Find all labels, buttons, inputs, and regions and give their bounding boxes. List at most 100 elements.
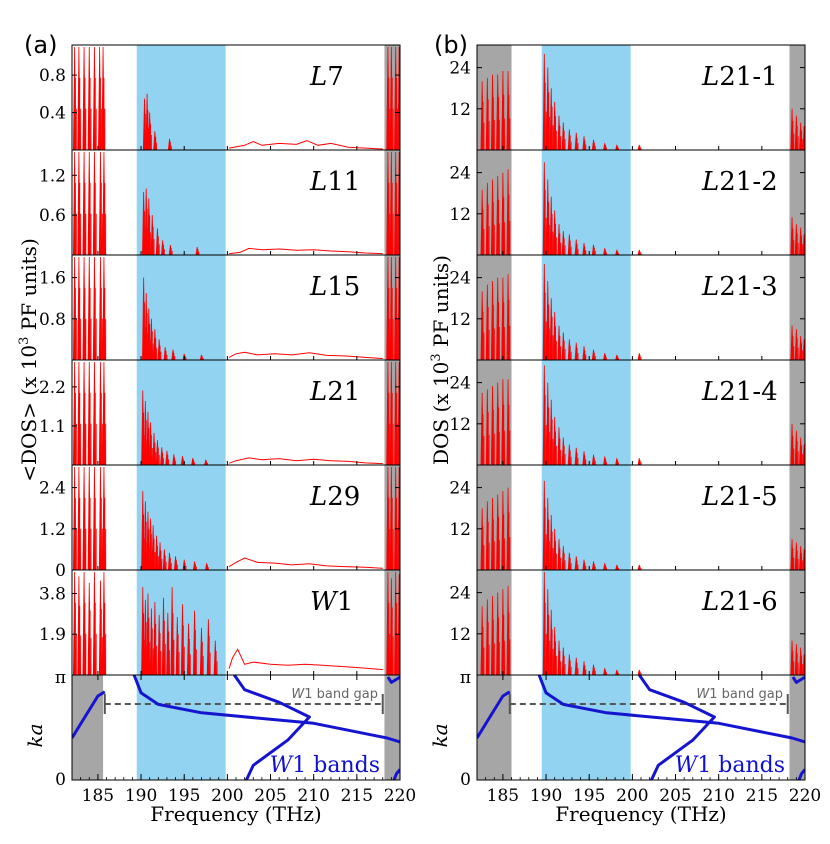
subplot-frame bbox=[71, 359, 401, 466]
band-gap-label: W1 band gap bbox=[291, 687, 378, 702]
y-tick-label: 24 bbox=[449, 164, 471, 184]
subplot-L21: 1.1 2.2 L21 bbox=[39, 359, 401, 466]
subplot-frame bbox=[476, 44, 806, 151]
y-tick-label: 1.6 bbox=[39, 269, 66, 289]
ka-tick-pi: π bbox=[55, 668, 66, 688]
y-tick-label: 2.2 bbox=[39, 378, 66, 398]
subplot-name: L21-1 bbox=[701, 62, 778, 92]
y-tick-label: 24 bbox=[449, 269, 471, 289]
y-tick-label: 24 bbox=[449, 584, 471, 604]
x-tick-label: 190 bbox=[125, 786, 157, 806]
subplot-name: L7 bbox=[309, 62, 344, 92]
subplot-name: L29 bbox=[309, 482, 360, 512]
x-tick-label: 185 bbox=[82, 786, 114, 806]
x-tick-label: 210 bbox=[702, 786, 734, 806]
x-axis-title: Frequency (THz) bbox=[555, 802, 726, 826]
subplot-frame bbox=[476, 254, 806, 361]
subplot-frame bbox=[71, 44, 401, 151]
x-tick-label: 185 bbox=[487, 786, 519, 806]
band-panel bbox=[477, 674, 805, 780]
y-tick-label: 0.4 bbox=[39, 104, 66, 124]
w1-band-curve bbox=[132, 674, 400, 744]
subplot-L21-3: 12 24 L21-3 bbox=[449, 254, 806, 361]
subplot-name: L21-5 bbox=[701, 482, 778, 512]
band-gap-label: W1 band gap bbox=[696, 687, 783, 702]
subplot-name: L21 bbox=[309, 377, 360, 407]
ka-axis-label: ka bbox=[23, 723, 47, 747]
ka-tick-zero: 0 bbox=[55, 770, 66, 790]
y-tick-label: 12 bbox=[449, 205, 471, 225]
subplot-name: L11 bbox=[309, 167, 360, 197]
y-axis-title: DOS (x 103 PF units) bbox=[429, 255, 453, 465]
y-tick-label: 0 bbox=[55, 561, 66, 581]
subplot-L21-4: 12 24 L21-4 bbox=[449, 359, 806, 466]
dos-tail-line bbox=[228, 457, 383, 465]
subplot-name: L21-2 bbox=[701, 167, 778, 197]
y-tick-label: 0.8 bbox=[39, 66, 66, 86]
x-tick-label: 190 bbox=[530, 786, 562, 806]
y-tick-label: 1.2 bbox=[39, 520, 66, 540]
w1-bands-label: W1 bands bbox=[270, 753, 380, 778]
y-axis-title: <DOS> (x 103 PF units) bbox=[17, 238, 41, 482]
w1-band-curve bbox=[537, 674, 805, 744]
x-axis-title: Frequency (THz) bbox=[150, 802, 321, 826]
x-tick-label: 215 bbox=[341, 786, 373, 806]
y-tick-label: 12 bbox=[449, 100, 471, 120]
w1-band-curve bbox=[638, 674, 716, 780]
x-tick-label: 200 bbox=[616, 786, 648, 806]
subplot-frame bbox=[476, 464, 806, 571]
panel-b: 12 24 L21-1 12 24 L21-2 12 24 L21-3 12 24 L21-4 12 24… bbox=[428, 44, 821, 826]
y-tick-label: 24 bbox=[449, 374, 471, 394]
subplot-L21-1: 12 24 L21-1 bbox=[449, 44, 806, 151]
dos-tail-line bbox=[228, 648, 383, 671]
x-tick-label: 195 bbox=[168, 786, 200, 806]
y-tick-label: 24 bbox=[449, 59, 471, 79]
background-regions bbox=[477, 45, 805, 780]
dos-tail-line bbox=[228, 557, 383, 569]
x-tick-label: 220 bbox=[789, 786, 821, 806]
y-tick-label: 1.2 bbox=[39, 166, 66, 186]
subplot-L11: 0.6 1.2 L11 bbox=[39, 149, 401, 256]
subplot-name: L21-3 bbox=[701, 272, 778, 302]
y-tick-label: 24 bbox=[449, 479, 471, 499]
w1-band-curve bbox=[477, 690, 511, 739]
subplot-L7: 0.4 0.8 L7 bbox=[39, 44, 401, 151]
subplot-frame bbox=[71, 254, 401, 361]
y-tick-label: 1.1 bbox=[39, 417, 66, 437]
subplot-name: L21-6 bbox=[701, 587, 778, 617]
w1-band-curve bbox=[72, 690, 106, 739]
background-regions bbox=[72, 45, 400, 780]
w1-band-curve bbox=[797, 768, 805, 780]
panel-a-letter: (a) bbox=[24, 31, 57, 59]
x-tick-label: 215 bbox=[746, 786, 778, 806]
edge-region-band bbox=[72, 675, 104, 780]
subplot-frame bbox=[476, 149, 806, 256]
subplot-L29: 0 1.2 2.4 L29 bbox=[39, 464, 401, 581]
subplot-name: W1 bbox=[310, 587, 353, 617]
y-tick-label: 1.9 bbox=[39, 625, 66, 645]
x-tick-label: 200 bbox=[211, 786, 243, 806]
x-tick-label: 205 bbox=[659, 786, 691, 806]
w1-bands-label: W1 bands bbox=[675, 753, 785, 778]
y-tick-label: 2.4 bbox=[39, 479, 66, 499]
x-axis: 185 190 195 200 205 210 215 220 Frequency (THz) bbox=[476, 675, 821, 826]
y-tick-label: 12 bbox=[449, 415, 471, 435]
subplot-W1: 1.9 3.8 W1 bbox=[39, 569, 401, 676]
y-tick-label: 12 bbox=[449, 625, 471, 645]
y-tick-label: 12 bbox=[449, 520, 471, 540]
w1-band-curve bbox=[791, 675, 805, 684]
x-tick-label: 205 bbox=[254, 786, 286, 806]
dos-tail-line bbox=[229, 140, 383, 150]
panel-a: 0.4 0.8 L7 0.6 1.2 L11 0.8 1.6 L15 1.1 2.2 L21 0 1.2 2… bbox=[17, 44, 416, 826]
x-tick-label: 220 bbox=[384, 786, 416, 806]
w1-band-curve bbox=[386, 675, 400, 684]
y-tick-label: 3.8 bbox=[39, 584, 66, 604]
subplot-L15: 0.8 1.6 L15 bbox=[39, 254, 401, 361]
subplot-frame bbox=[71, 149, 401, 256]
dos-tail-line bbox=[229, 247, 383, 255]
subplot-name: L21-4 bbox=[701, 377, 778, 407]
ka-axis-label: ka bbox=[428, 723, 452, 747]
y-tick-label: 12 bbox=[449, 310, 471, 330]
subplot-frame bbox=[71, 464, 401, 571]
